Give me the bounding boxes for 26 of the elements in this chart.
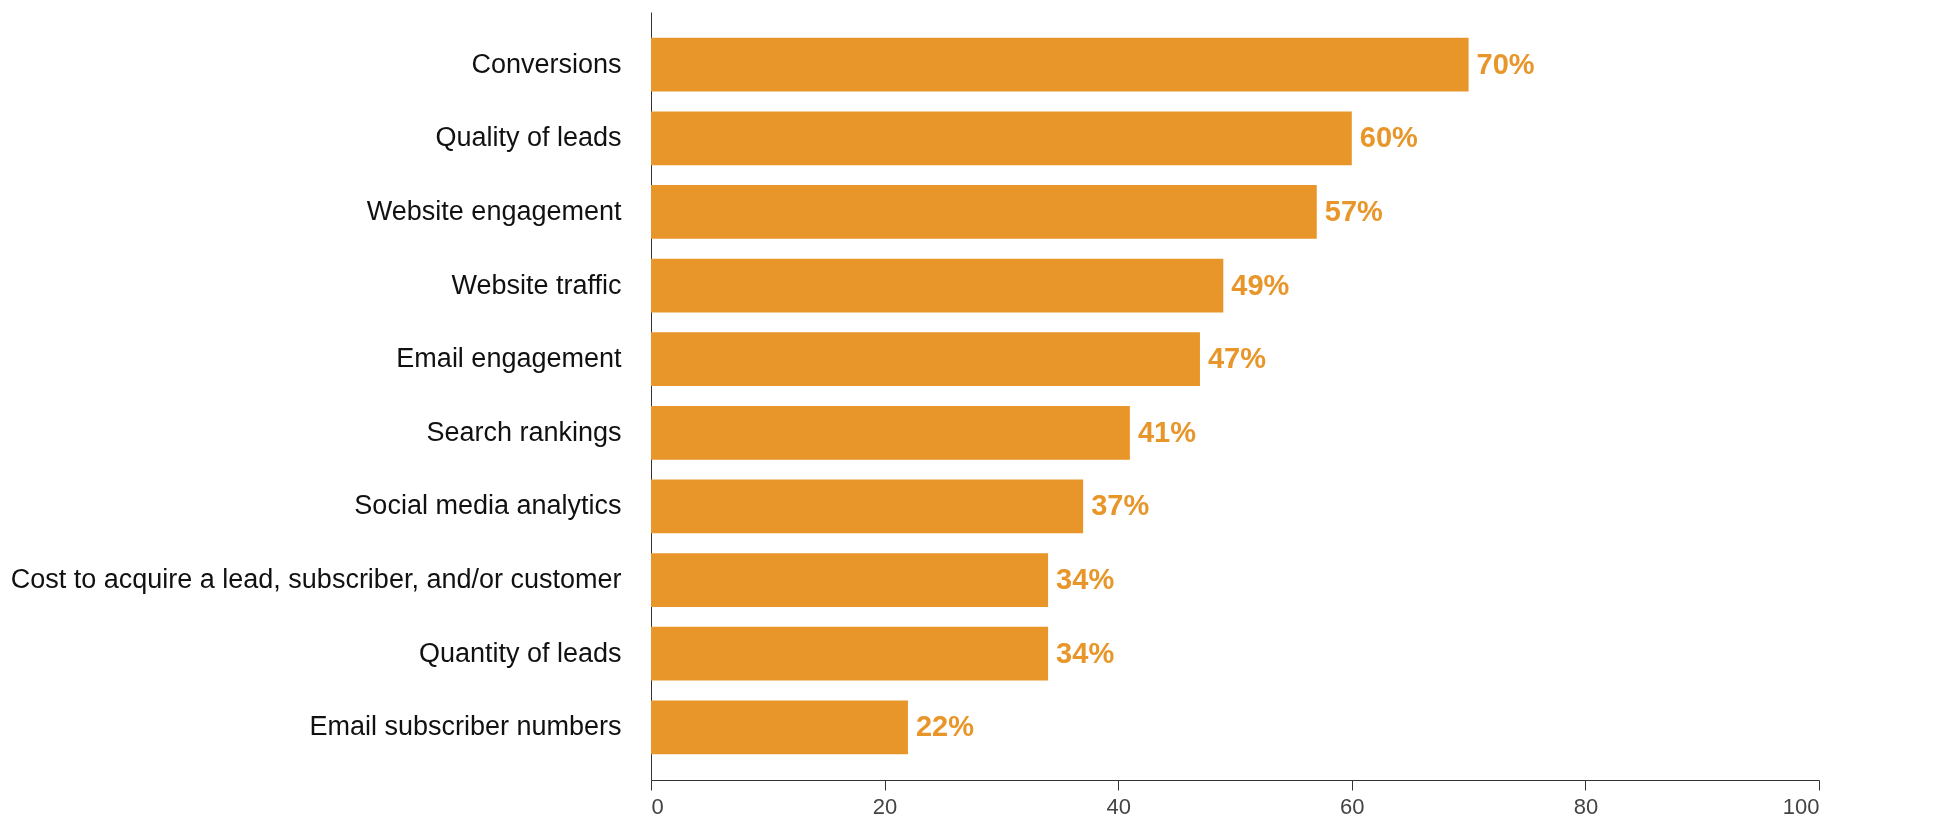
y-tick-label: Quality of leads: [435, 122, 622, 153]
y-tick-label: Search rankings: [426, 416, 622, 447]
x-tick-label: 0: [651, 793, 664, 819]
y-tick-label: Conversions: [471, 48, 622, 79]
y-tick-label: Cost to acquire a lead, subscriber, and/or customer: [10, 564, 622, 595]
x-tick-label: 100: [1782, 793, 1820, 819]
data-label: 47%: [1207, 342, 1267, 375]
data-label: 60%: [1359, 121, 1419, 154]
data-label: 49%: [1231, 268, 1290, 301]
y-tick-label: Website traffic: [451, 269, 622, 300]
data-label: 70%: [1476, 47, 1535, 80]
x-tick-label: 60: [1340, 793, 1365, 819]
y-tick-label: Email engagement: [396, 343, 622, 374]
x-tick-label: 40: [1106, 793, 1131, 819]
data-label: 34%: [1056, 563, 1115, 596]
data-label: 22%: [915, 710, 975, 743]
y-tick-label: Quantity of leads: [418, 637, 622, 668]
x-tick-label: 80: [1573, 793, 1599, 819]
x-tick-label: 20: [872, 793, 898, 819]
y-tick-label: Social media analytics: [354, 490, 622, 521]
y-tick-label: Email subscriber numbers: [309, 711, 622, 742]
y-tick-label: Website engagement: [366, 195, 622, 226]
data-label: 57%: [1324, 194, 1384, 227]
data-label: 34%: [1056, 636, 1115, 669]
data-label: 41%: [1137, 415, 1197, 448]
data-label: 37%: [1091, 489, 1150, 522]
